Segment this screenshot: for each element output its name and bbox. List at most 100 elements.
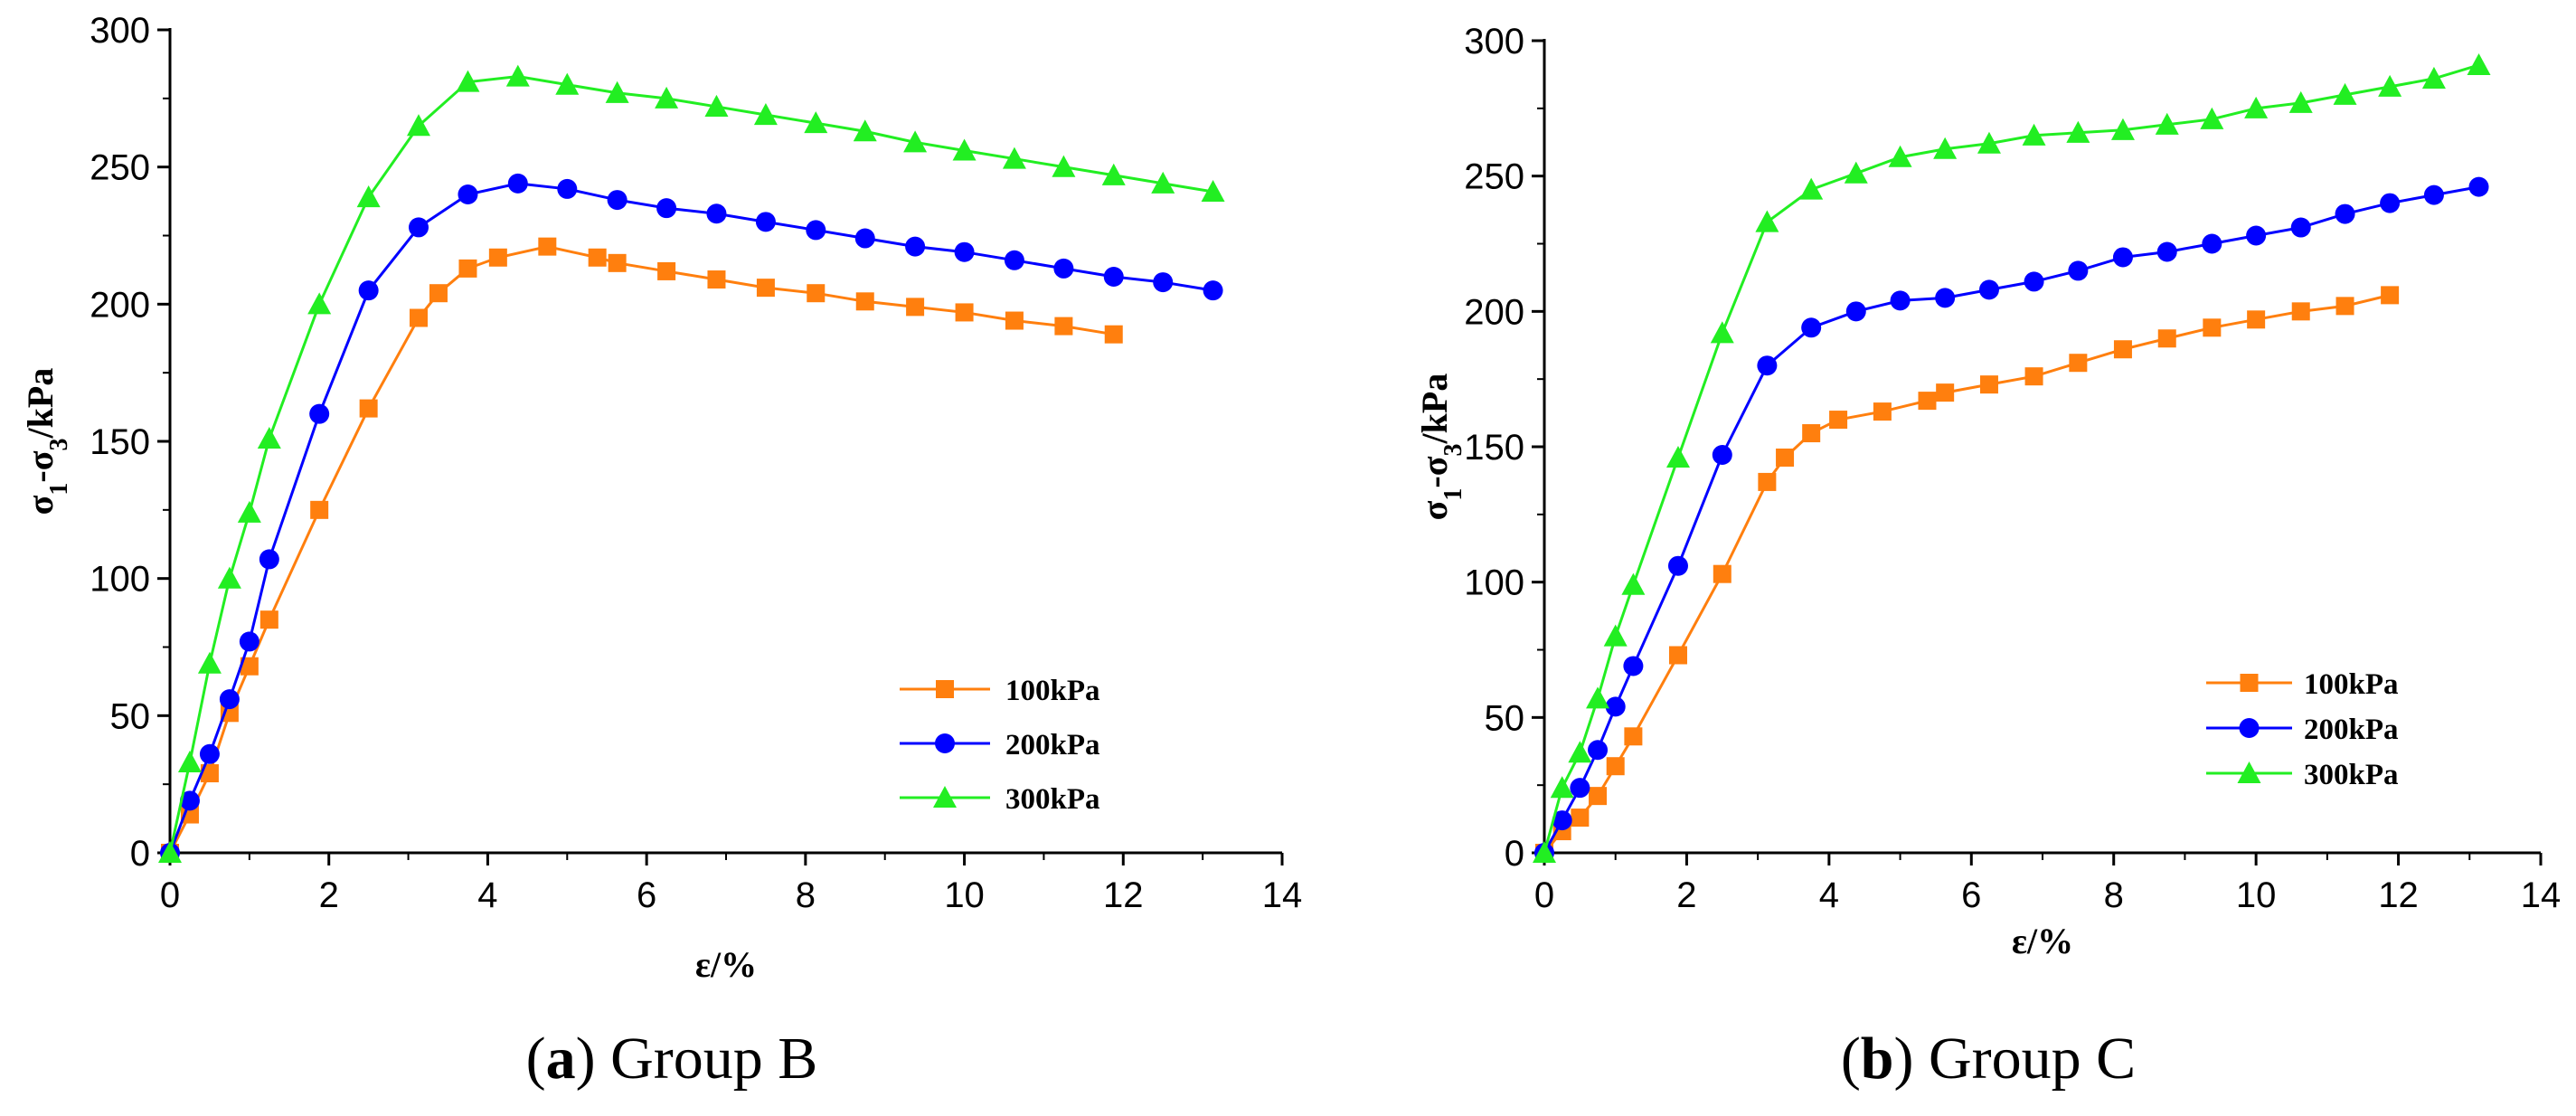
data-point bbox=[488, 248, 507, 267]
x-tick-label: 12 bbox=[1103, 875, 1144, 915]
data-point bbox=[707, 270, 726, 289]
data-point bbox=[1873, 402, 1892, 421]
data-point bbox=[804, 111, 828, 134]
data-point bbox=[807, 284, 826, 303]
data-point bbox=[756, 279, 775, 298]
data-point bbox=[1776, 448, 1795, 467]
caption-letter: b bbox=[1861, 1026, 1894, 1092]
data-point bbox=[257, 426, 281, 449]
legend-marker bbox=[2240, 674, 2259, 692]
y-tick-label: 50 bbox=[110, 696, 151, 736]
data-point bbox=[2467, 52, 2491, 75]
data-point bbox=[1802, 424, 1821, 443]
series-line bbox=[1543, 185, 2479, 854]
data-point bbox=[1588, 740, 1609, 761]
x-tick-label: 14 bbox=[1262, 875, 1303, 915]
x-tick-label: 2 bbox=[319, 875, 339, 915]
data-point bbox=[1977, 131, 2001, 154]
data-point bbox=[588, 248, 607, 267]
legend-label: 200kPa bbox=[2304, 714, 2399, 746]
x-tick-label: 4 bbox=[1819, 875, 1839, 915]
x-tick-label: 0 bbox=[1534, 875, 1554, 915]
y-tick-label: 100 bbox=[1464, 563, 1524, 603]
data-point bbox=[1605, 696, 1626, 717]
data-point bbox=[2112, 247, 2133, 268]
data-point bbox=[158, 841, 182, 864]
y-axis-title: σ1-σ3/kPa bbox=[1414, 374, 1467, 521]
data-point bbox=[955, 303, 974, 322]
y-tick-label: 200 bbox=[90, 285, 150, 325]
data-point bbox=[2291, 302, 2310, 321]
data-point bbox=[2068, 260, 2089, 281]
data-point bbox=[1550, 776, 1574, 799]
data-point bbox=[1623, 656, 1644, 676]
y-tick-label: 0 bbox=[130, 834, 150, 874]
data-point bbox=[2421, 66, 2446, 89]
x-tick-label: 12 bbox=[2378, 875, 2419, 915]
data-point bbox=[197, 651, 222, 674]
data-point bbox=[903, 130, 928, 153]
x-tick-label: 8 bbox=[2104, 875, 2124, 915]
data-point bbox=[409, 308, 428, 327]
data-point bbox=[657, 261, 676, 280]
data-point bbox=[1668, 646, 1687, 665]
data-point bbox=[2156, 241, 2177, 262]
data-point bbox=[1570, 778, 1590, 799]
y-tick-label: 0 bbox=[1505, 834, 1524, 874]
data-point bbox=[1713, 564, 1731, 583]
data-point bbox=[1710, 321, 1734, 344]
chart-panel-a: 0 2 4 6 8 10 12 14050100150200250300ε/%σ1-σ3/kP… bbox=[20, 11, 1302, 1092]
legend-marker bbox=[933, 786, 957, 809]
data-point bbox=[505, 64, 530, 87]
data-point bbox=[755, 212, 776, 232]
data-point bbox=[1801, 317, 1822, 338]
data-point bbox=[1621, 572, 1646, 595]
caption-paren-close: ) bbox=[1894, 1026, 1929, 1092]
y-axis-title-sub3: 3 bbox=[1439, 443, 1467, 456]
caption-text: Group C bbox=[1929, 1026, 2136, 1092]
y-axis-title-sub3: 3 bbox=[45, 438, 73, 450]
data-point bbox=[310, 500, 329, 519]
x-tick-label: 2 bbox=[1676, 875, 1696, 915]
data-point bbox=[656, 198, 677, 219]
data-point bbox=[1153, 272, 1174, 293]
data-point bbox=[2066, 120, 2090, 143]
y-axis-title-sigma: σ bbox=[20, 450, 61, 470]
data-point bbox=[1004, 250, 1024, 270]
y-tick-label: 250 bbox=[90, 148, 150, 188]
y-axis-title-unit: /kPa bbox=[1414, 374, 1455, 445]
data-point bbox=[853, 119, 877, 142]
y-axis-title-minus: - bbox=[1414, 476, 1455, 487]
data-point bbox=[217, 566, 241, 589]
data-point bbox=[309, 403, 330, 424]
data-point bbox=[2247, 310, 2266, 329]
y-axis-title-minus: - bbox=[20, 470, 61, 482]
data-point bbox=[1053, 258, 1074, 279]
data-point bbox=[2335, 203, 2355, 224]
data-point bbox=[1935, 288, 1956, 308]
data-point bbox=[240, 657, 259, 676]
data-point bbox=[2423, 184, 2444, 205]
data-point bbox=[1757, 355, 1778, 376]
x-tick-label: 8 bbox=[796, 875, 816, 915]
data-point bbox=[406, 114, 430, 137]
data-point bbox=[1844, 161, 1868, 184]
data-point bbox=[1665, 445, 1690, 468]
x-tick-label: 6 bbox=[637, 875, 656, 915]
y-axis-title-sub1: 1 bbox=[1439, 488, 1467, 501]
data-point bbox=[1829, 411, 1848, 430]
data-point bbox=[1890, 290, 1911, 311]
y-axis-title-sigma: σ bbox=[1414, 456, 1455, 476]
data-point bbox=[2378, 74, 2402, 97]
data-point bbox=[1712, 444, 1732, 465]
data-point bbox=[538, 237, 557, 256]
y-tick-label: 200 bbox=[1464, 292, 1524, 332]
y-tick-label: 50 bbox=[1485, 698, 1525, 738]
data-point bbox=[1052, 155, 1076, 177]
data-point bbox=[1103, 267, 1124, 287]
data-point bbox=[2203, 318, 2222, 337]
data-point bbox=[2113, 340, 2132, 359]
data-point bbox=[356, 185, 381, 208]
data-point bbox=[2246, 225, 2267, 246]
